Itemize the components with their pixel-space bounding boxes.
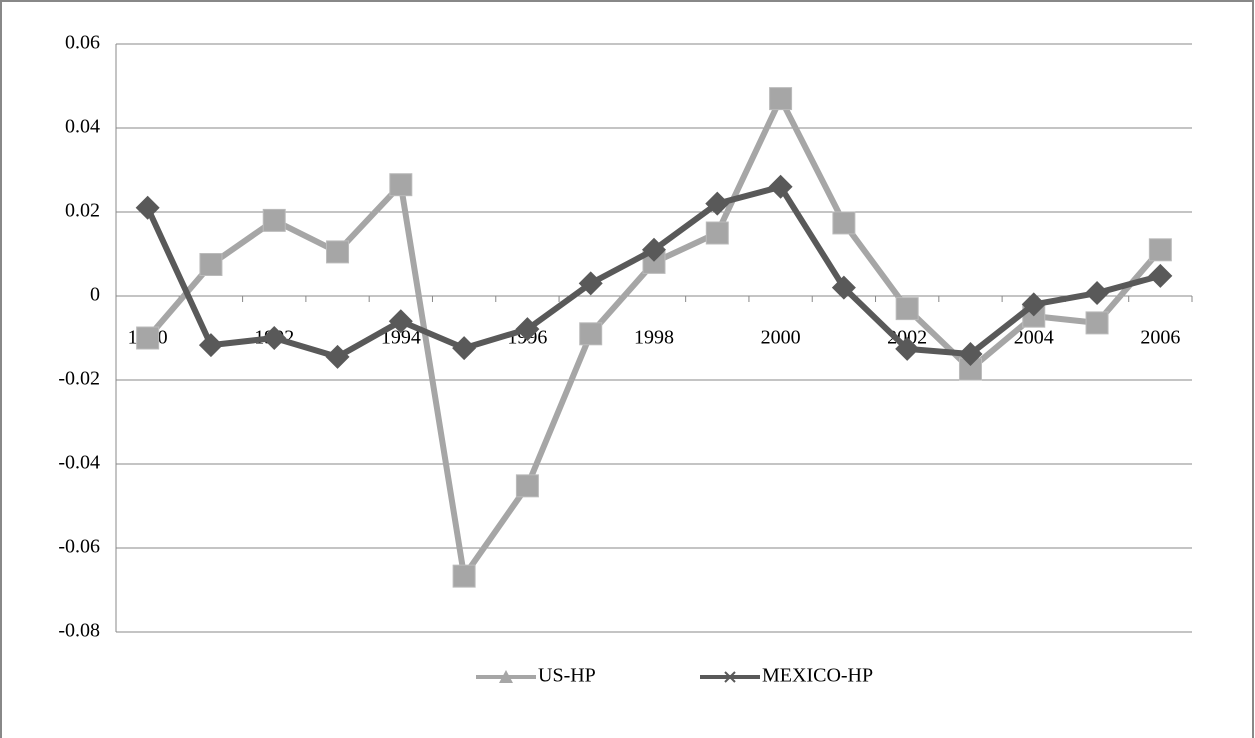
legend-label: US-HP xyxy=(538,665,596,687)
marker xyxy=(769,87,793,111)
marker xyxy=(958,341,983,366)
y-tick-label: 0.04 xyxy=(65,116,100,138)
marker xyxy=(135,195,160,220)
marker xyxy=(326,240,350,264)
marker xyxy=(1148,263,1173,288)
marker xyxy=(1148,238,1172,262)
marker xyxy=(515,474,539,498)
marker xyxy=(388,309,413,334)
marker xyxy=(262,208,286,232)
marker xyxy=(578,271,603,296)
x-tick-label: 2006 xyxy=(1140,327,1180,349)
marker xyxy=(832,211,856,235)
marker xyxy=(705,221,729,245)
marker xyxy=(515,317,540,342)
marker xyxy=(642,237,666,262)
x-tick-label: 2000 xyxy=(761,327,801,349)
marker xyxy=(705,191,730,216)
marker xyxy=(831,275,856,300)
marker xyxy=(895,297,919,321)
y-tick-label: -0.02 xyxy=(58,368,100,390)
y-tick-label: 0.06 xyxy=(65,32,100,54)
y-tick-label: 0.02 xyxy=(65,200,100,222)
legend-label: MEXICO-HP xyxy=(762,665,873,687)
legend-marker xyxy=(499,670,513,683)
marker xyxy=(1085,311,1109,335)
marker xyxy=(1085,281,1110,306)
marker xyxy=(199,253,223,276)
x-tick-label: 2004 xyxy=(1014,327,1054,349)
marker xyxy=(1021,292,1046,317)
marker xyxy=(136,326,160,350)
legend-marker xyxy=(724,671,736,683)
marker xyxy=(579,322,603,346)
y-tick-label: -0.08 xyxy=(58,620,100,642)
y-tick-label: -0.06 xyxy=(58,536,100,558)
y-tick-label: -0.04 xyxy=(58,452,100,474)
marker xyxy=(198,333,223,358)
marker xyxy=(262,326,287,350)
marker xyxy=(452,336,477,361)
marker xyxy=(389,173,413,197)
x-tick-label: 1998 xyxy=(634,327,674,349)
marker xyxy=(325,344,350,369)
marker xyxy=(768,174,793,199)
y-tick-label: 0 xyxy=(90,284,100,306)
marker xyxy=(452,564,476,588)
x-tick-label: 1994 xyxy=(381,327,421,349)
marker xyxy=(895,336,920,361)
